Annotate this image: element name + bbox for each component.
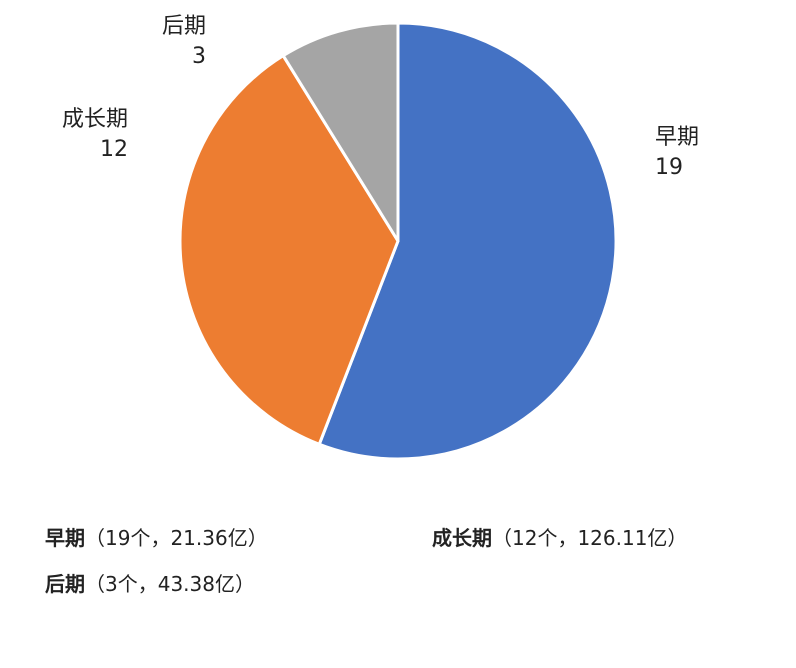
pie-slice-early bbox=[317, 21, 618, 461]
pie-slice-growth bbox=[178, 54, 400, 446]
slice-label-growth-name: 成长期 bbox=[61, 107, 128, 132]
slice-label-early: 早期 19 bbox=[655, 123, 699, 183]
slice-label-late-name: 后期 bbox=[161, 14, 206, 39]
slice-label-early-value: 19 bbox=[655, 155, 683, 180]
slice-label-early-name: 早期 bbox=[655, 125, 700, 150]
legend-item-early: 早期（19个，21.36亿） bbox=[45, 524, 268, 552]
slice-label-growth-value: 12 bbox=[100, 137, 128, 162]
legend-item-late-stage: 后期 bbox=[45, 572, 85, 596]
legend-item-early-detail: （19个，21.36亿） bbox=[85, 526, 268, 550]
pie-chart bbox=[178, 21, 618, 461]
slice-label-late: 后期 3 bbox=[162, 12, 206, 72]
legend-item-growth-detail: （12个，126.11亿） bbox=[492, 526, 688, 550]
slice-label-late-value: 3 bbox=[192, 44, 206, 69]
legend-item-growth-stage: 成长期 bbox=[432, 526, 492, 550]
legend-item-early-stage: 早期 bbox=[45, 526, 85, 550]
legend-item-late: 后期（3个，43.38亿） bbox=[45, 570, 255, 598]
legend-item-late-detail: （3个，43.38亿） bbox=[85, 572, 255, 596]
legend-item-growth: 成长期（12个，126.11亿） bbox=[432, 524, 687, 552]
pie-slice-late bbox=[281, 21, 400, 243]
slice-label-growth: 成长期 12 bbox=[62, 105, 128, 165]
